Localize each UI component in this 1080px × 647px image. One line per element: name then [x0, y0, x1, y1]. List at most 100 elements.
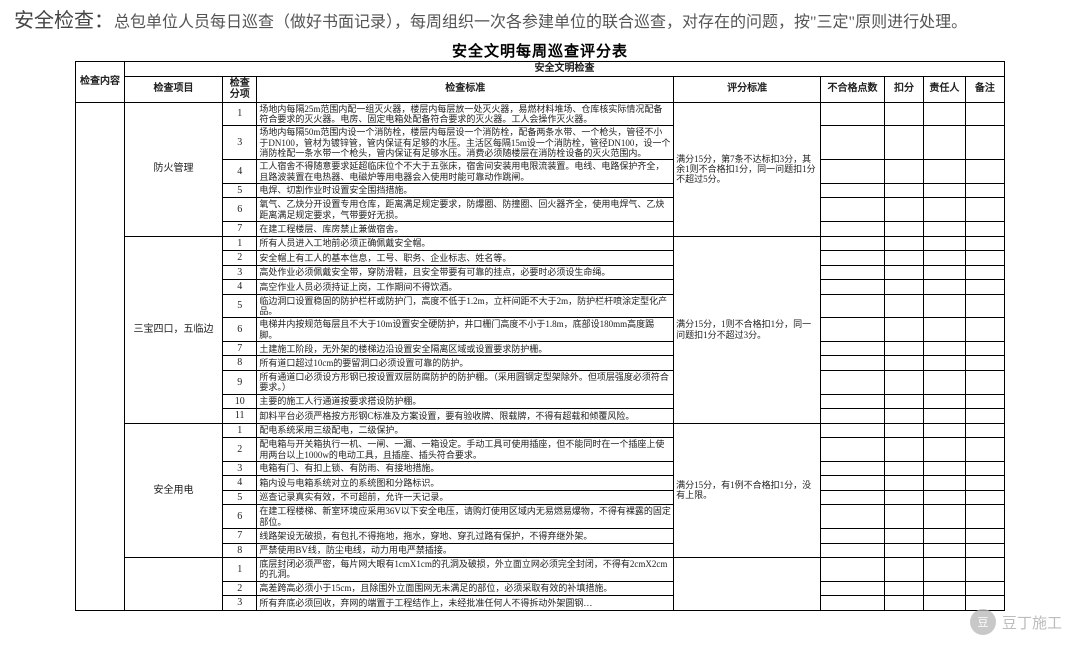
empty-cell [924, 529, 966, 544]
index-cell: 3 [223, 126, 257, 160]
empty-cell [965, 370, 1004, 394]
empty-cell [884, 102, 923, 126]
empty-cell [884, 356, 923, 371]
watermark: 豆 豆丁施工 [970, 609, 1062, 635]
empty-cell [884, 438, 923, 462]
standard-cell: 在建工程楼层、库房禁止兼做宿舍。 [257, 222, 674, 237]
empty-cell [821, 409, 885, 424]
empty-cell [924, 461, 966, 476]
index-cell: 5 [223, 294, 257, 318]
empty-cell [965, 423, 1004, 438]
index-cell: 5 [223, 183, 257, 198]
empty-cell [884, 490, 923, 505]
table-row: 防火管理1场地内每隔25m范围内配一组灭火器，楼层内每层放一处灭火器，易燃材料堆… [76, 102, 1005, 126]
empty-cell [924, 409, 966, 424]
empty-cell [821, 394, 885, 409]
index-cell: 7 [223, 341, 257, 356]
index-cell: 9 [223, 370, 257, 394]
empty-cell [924, 160, 966, 184]
empty-cell [965, 529, 1004, 544]
index-cell: 1 [223, 558, 257, 582]
empty-cell [821, 126, 885, 160]
empty-cell [821, 558, 885, 582]
standard-cell: 箱内设与电箱系统对立的系统图和分路标识。 [257, 476, 674, 491]
empty-cell [884, 183, 923, 198]
empty-cell [884, 529, 923, 544]
empty-cell [884, 409, 923, 424]
empty-cell [965, 251, 1004, 266]
standard-cell: 工人宿舍不得随意要求延超临床位个不大于五张床，宿舍间安装用电限流装置。电线、电路… [257, 160, 674, 184]
empty-cell [965, 265, 1004, 280]
empty-cell [965, 102, 1004, 126]
inspection-table: 检查内容 安全文明检查 检查项目 检查分项 检查标准 评分标准 不合格点数 扣分… [75, 61, 1005, 611]
standard-cell: 巡查记录真实有效，不可超前，允许一天记录。 [257, 490, 674, 505]
index-cell: 11 [223, 409, 257, 424]
standard-cell: 在建工程楼梯、新室环境应采用36V以下安全电压，请购灯使用区域内无易燃易爆物，不… [257, 505, 674, 529]
empty-cell [965, 490, 1004, 505]
empty-cell [821, 294, 885, 318]
index-cell: 7 [223, 529, 257, 544]
intro-body: 总包单位人员每日巡查（做好书面记录），每周组织一次各参建单位的联合巡查，对存在的… [114, 14, 967, 31]
index-cell: 6 [223, 505, 257, 529]
empty-cell [821, 251, 885, 266]
empty-cell [965, 505, 1004, 529]
empty-cell [924, 394, 966, 409]
empty-cell [965, 294, 1004, 318]
empty-cell [884, 160, 923, 184]
empty-cell [821, 596, 885, 611]
index-cell: 1 [223, 236, 257, 251]
empty-cell [821, 341, 885, 356]
standard-cell: 配电箱与开关箱执行一机、一闸、一漏、一箱设定。手动工具可使用插座，但不能同时在一… [257, 438, 674, 462]
standard-cell: 所有通道口必须设方形钢已按设置双层防腐防护的防护棚。（采用圆钢定型架除外。但项层… [257, 370, 674, 394]
standard-cell: 所有人员进入工地前必须正确佩戴安全帽。 [257, 236, 674, 251]
empty-cell [821, 476, 885, 491]
empty-cell [821, 160, 885, 184]
empty-cell [821, 438, 885, 462]
col-deduct: 扣分 [884, 76, 923, 102]
standard-cell: 配电系统采用三级配电，二级保护。 [257, 423, 674, 438]
standard-cell: 卸料平台必须严格按方形钢C标准及方案设置，要有验收牌、限载牌，不得有超载和倾覆风… [257, 409, 674, 424]
empty-cell [965, 461, 1004, 476]
empty-cell [884, 198, 923, 222]
empty-cell [924, 423, 966, 438]
standard-cell: 线路架设无破损，有包扎不得拖地，拖水，穿地、穿孔过路有保护，不得弃继外架。 [257, 529, 674, 544]
table-title: 安全文明每周巡查评分表 [0, 40, 1080, 61]
empty-cell [884, 126, 923, 160]
empty-cell [884, 505, 923, 529]
index-cell: 2 [223, 251, 257, 266]
empty-cell [821, 505, 885, 529]
empty-cell [924, 370, 966, 394]
index-cell: 10 [223, 394, 257, 409]
empty-cell [965, 476, 1004, 491]
criteria-cell: 满分15分，有1例不合格扣1分，没有上限。 [674, 423, 821, 557]
empty-cell [924, 236, 966, 251]
index-cell: 4 [223, 476, 257, 491]
standard-cell: 电焊、切割作业时设置安全围挡措施。 [257, 183, 674, 198]
standard-cell: 高处作业必须佩戴安全带，穿防滑鞋，且安全带要有可靠的挂点，必要时必须设生命绳。 [257, 265, 674, 280]
empty-cell [821, 102, 885, 126]
criteria-cell: 满分15分，第7条不达标扣3分，其余1则不合格扣1分，同一问题扣1分不超过5分。 [674, 102, 821, 236]
empty-cell [884, 461, 923, 476]
empty-cell [884, 558, 923, 582]
empty-cell [924, 490, 966, 505]
empty-cell [884, 280, 923, 295]
category-cell [125, 558, 223, 611]
table-row: 1底层封闭必须严密，每片网大眼有1cmX1cm的孔洞及破损，外立面立网必须完全封… [76, 558, 1005, 582]
content-cell [76, 102, 125, 610]
empty-cell [884, 341, 923, 356]
empty-cell [821, 461, 885, 476]
empty-cell [924, 543, 966, 558]
empty-cell [965, 236, 1004, 251]
empty-cell [884, 222, 923, 237]
empty-cell [965, 438, 1004, 462]
empty-cell [821, 280, 885, 295]
col-fail: 不合格点数 [821, 76, 885, 102]
index-cell: 7 [223, 222, 257, 237]
standard-cell: 安全帽上有工人的基本信息，工号、职务、企业标志、姓名等。 [257, 251, 674, 266]
col-topspan: 安全文明检查 [125, 62, 1005, 77]
empty-cell [924, 505, 966, 529]
empty-cell [965, 356, 1004, 371]
empty-cell [965, 183, 1004, 198]
header-row-1: 检查内容 安全文明检查 [76, 62, 1005, 77]
index-cell: 8 [223, 356, 257, 371]
